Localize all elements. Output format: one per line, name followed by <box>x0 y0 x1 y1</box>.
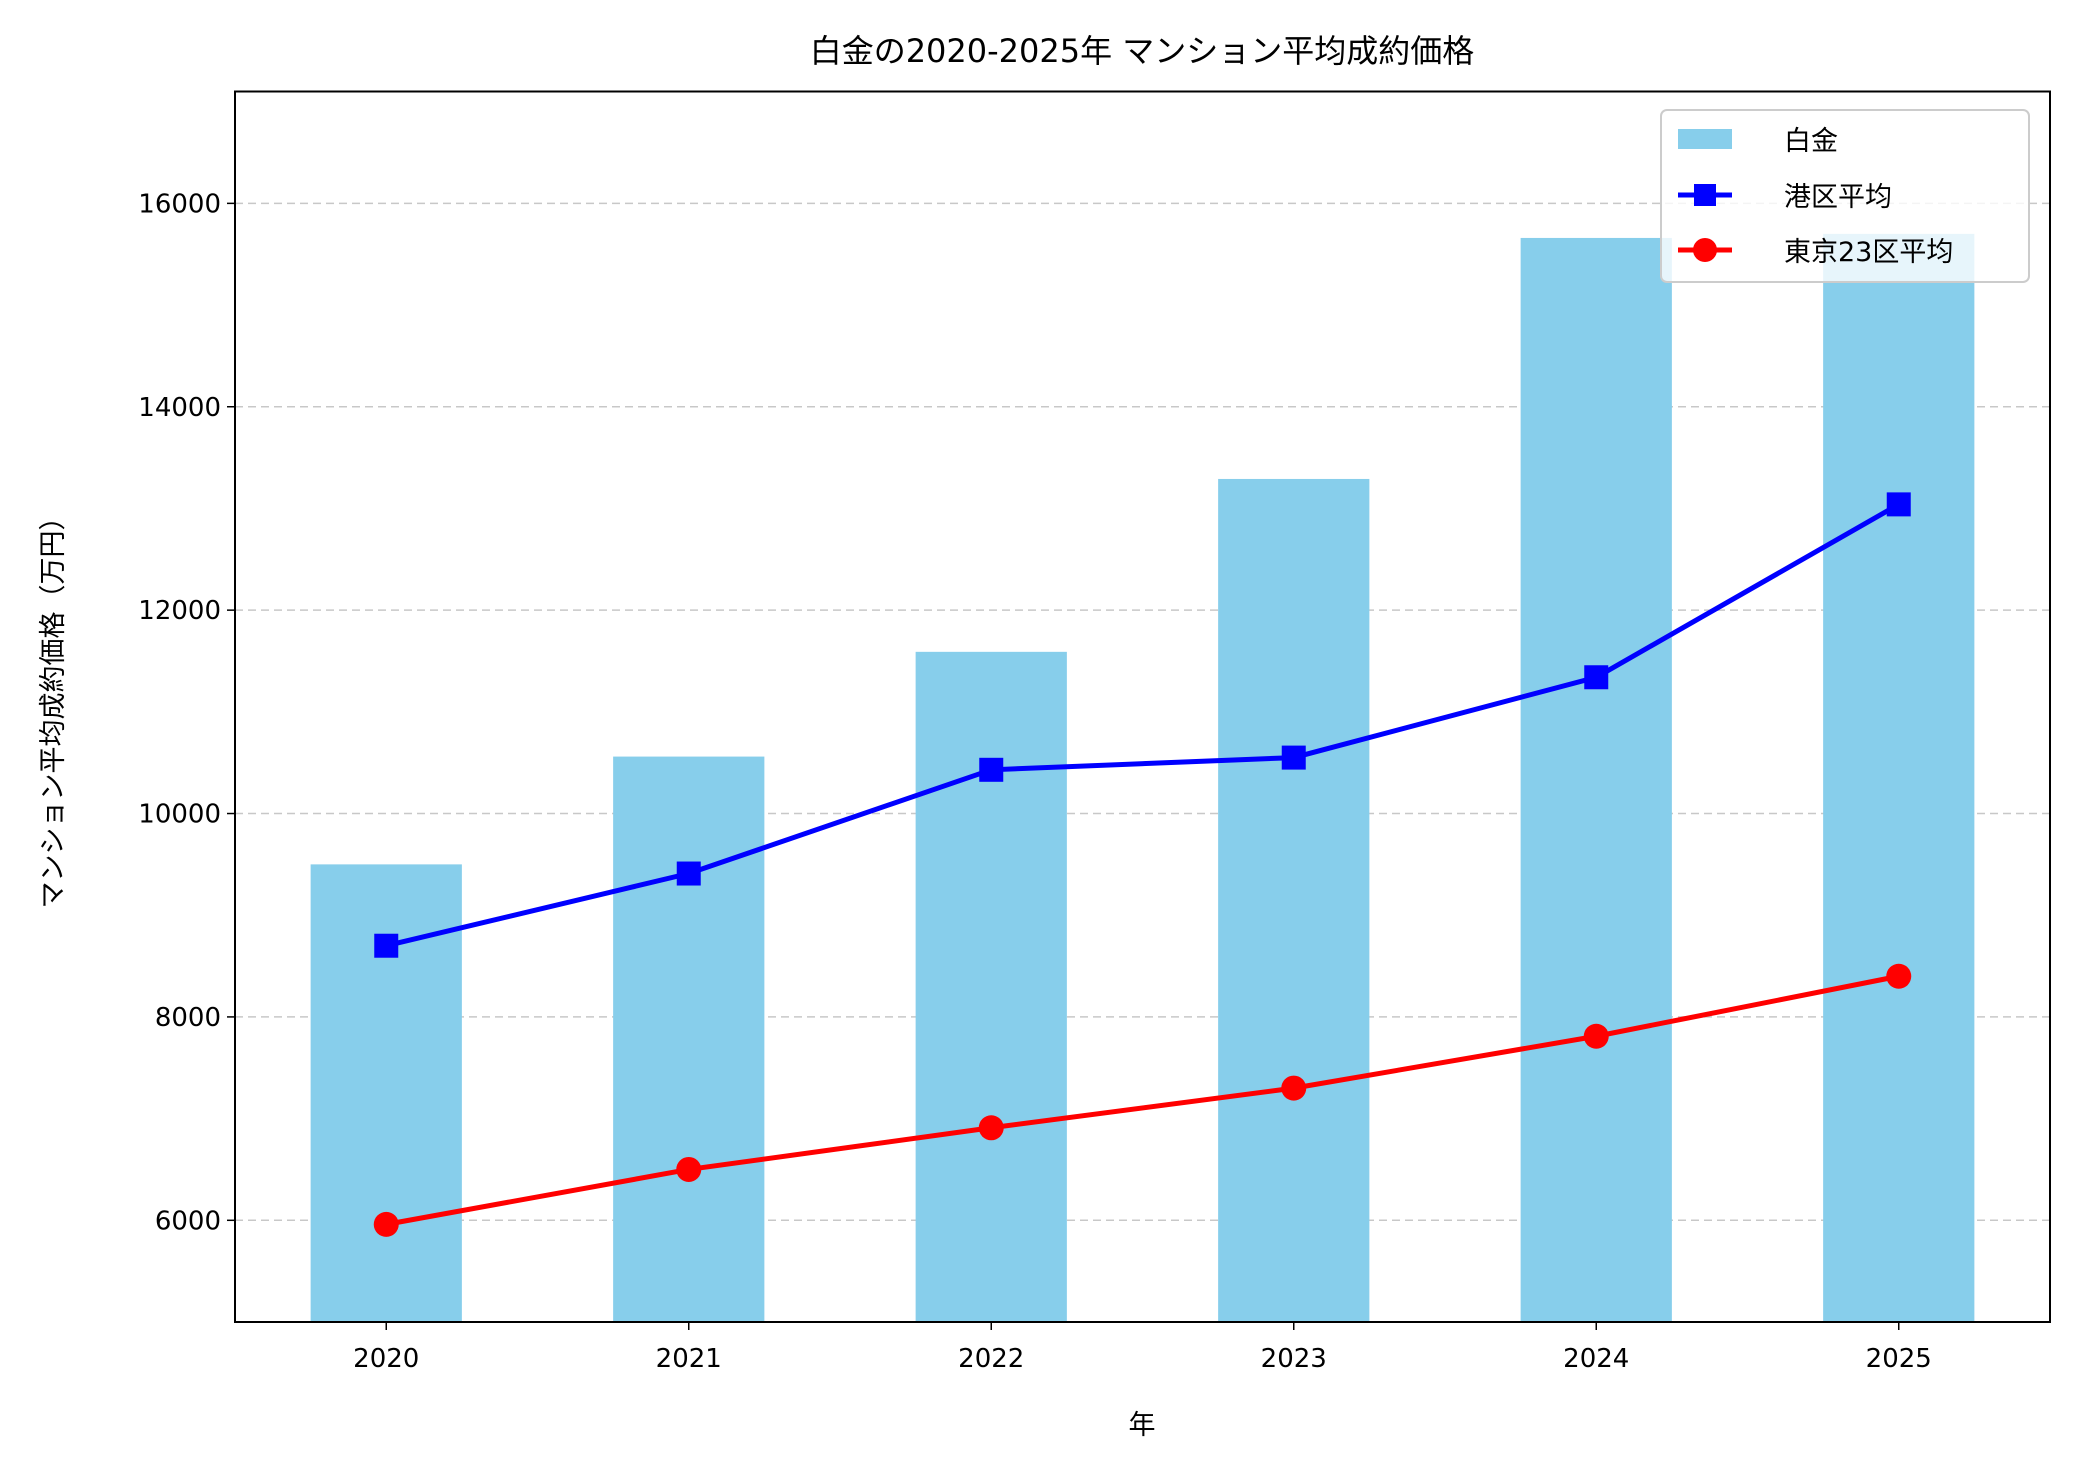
point-marker <box>1583 1023 1609 1049</box>
point-marker <box>374 933 399 958</box>
x-tick-label: 2024 <box>1563 1344 1629 1374</box>
legend-label-shirokane: 白金 <box>1784 126 1838 157</box>
point-marker <box>1584 665 1609 690</box>
line-series-1 <box>385 502 1900 949</box>
grid <box>235 202 2050 1222</box>
line-series-2 <box>385 973 1900 1227</box>
point-marker <box>676 1156 702 1182</box>
x-tick-label: 2023 <box>1261 1344 1327 1374</box>
point-marker <box>979 757 1004 782</box>
y-tick-label: 16000 <box>138 189 221 219</box>
x-tick-label: 2022 <box>958 1344 1024 1374</box>
bars <box>310 233 1975 1322</box>
lines <box>373 492 1912 1237</box>
legend-swatch-bar <box>1678 129 1732 149</box>
legend-marker-square <box>1694 184 1716 206</box>
legend-label-tokyo23: 東京23区平均 <box>1784 237 1953 268</box>
y-tick-label: 8000 <box>155 1003 221 1033</box>
point-marker <box>1281 745 1306 770</box>
x-tick-label: 2025 <box>1866 1344 1932 1374</box>
y-tick-label: 10000 <box>138 800 221 830</box>
legend-box <box>1660 109 2030 283</box>
bar-2021 <box>613 756 765 1322</box>
point-marker <box>1281 1075 1307 1101</box>
legend-label-minato: 港区平均 <box>1784 182 1892 213</box>
x-axis: 2020 2021 2022 2023 2024 2025 <box>353 1322 1932 1374</box>
legend: 白金 港区平均 東京23区平均 <box>1660 109 2030 283</box>
bar-2022 <box>915 651 1067 1322</box>
bar-2023 <box>1218 478 1370 1322</box>
x-tick-label: 2021 <box>656 1344 722 1374</box>
chart-title: 白金の2020-2025年 マンション平均成約価格 <box>810 32 1475 70</box>
y-tick-label: 12000 <box>138 596 221 626</box>
y-axis-label: マンション平均成約価格（万円） <box>38 504 69 909</box>
bar-2024 <box>1520 237 1672 1322</box>
point-marker <box>1886 963 1912 989</box>
point-marker <box>978 1115 1004 1141</box>
x-axis-label: 年 <box>1129 1410 1156 1441</box>
legend-marker-circle <box>1693 238 1717 262</box>
x-tick-label: 2020 <box>353 1344 419 1374</box>
y-tick-label: 14000 <box>138 393 221 423</box>
y-axis: 6000 8000 10000 12000 14000 16000 <box>138 189 235 1236</box>
point-marker <box>1886 492 1911 517</box>
plot-frame <box>234 90 2051 1323</box>
y-tick-label: 6000 <box>155 1206 221 1236</box>
point-marker <box>373 1211 399 1237</box>
point-marker <box>676 861 701 886</box>
bar-2025 <box>1823 233 1975 1322</box>
